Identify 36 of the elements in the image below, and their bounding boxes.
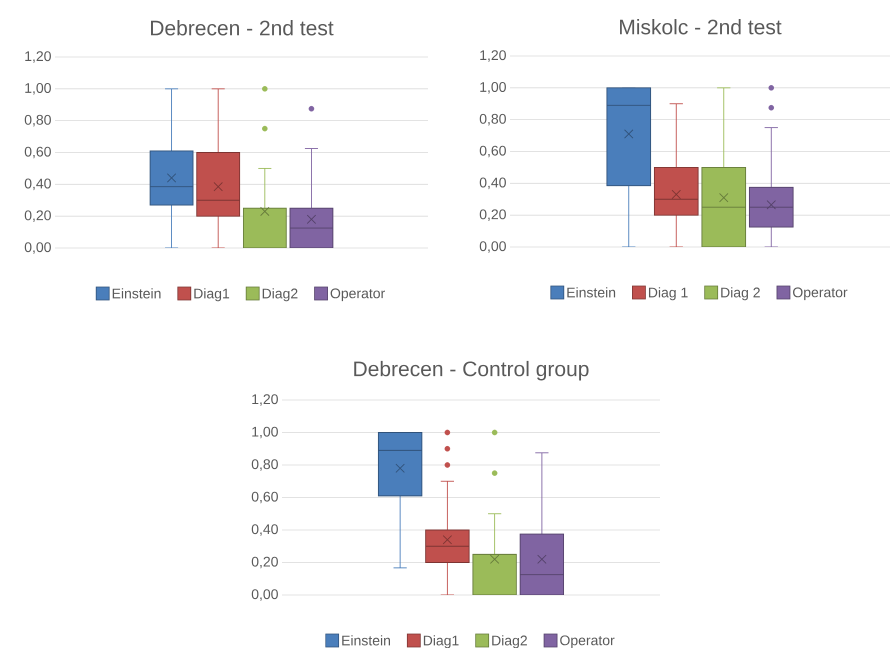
y-tick-label: 0,80 xyxy=(24,114,51,126)
legend-label: Operator xyxy=(330,288,385,302)
legend-label: Diag1 xyxy=(424,635,459,648)
chart-title: Miskolc - 2nd test xyxy=(620,19,782,34)
legend-label: Diag1 xyxy=(194,288,230,302)
y-tick-label: 0,80 xyxy=(480,114,506,126)
y-tick-label: 1,20 xyxy=(25,51,51,63)
legend-label: Diag2 xyxy=(492,635,527,648)
y-tick-label: 0,60 xyxy=(252,492,278,504)
legend-label: Operator xyxy=(560,635,614,648)
legend-label: Diag 2 xyxy=(721,287,760,300)
y-tick-label: 0,80 xyxy=(252,459,278,471)
y-tick-label: 0,40 xyxy=(252,524,278,536)
y-tick-label: 1,20 xyxy=(480,50,506,62)
legend-label: Diag2 xyxy=(262,288,298,302)
y-tick-label: 0,20 xyxy=(480,209,506,221)
y-tick-label: 0,60 xyxy=(480,146,506,158)
y-tick-label: 1,00 xyxy=(480,82,506,94)
y-tick-label: 1,00 xyxy=(252,426,278,438)
legend-label: Einstein xyxy=(567,287,616,298)
y-tick-label: 0,00 xyxy=(480,241,506,253)
chart-title: Debrecen - Control group xyxy=(354,360,589,380)
y-tick-label: 0,00 xyxy=(252,589,278,601)
y-tick-label: 0,20 xyxy=(24,210,51,222)
legend-label: Diag 1 xyxy=(648,287,688,300)
chart-title: Debrecen - 2nd test xyxy=(151,20,334,36)
y-tick-label: 1,20 xyxy=(252,394,278,406)
y-tick-label: 0,00 xyxy=(24,242,51,254)
legend-label: Einstein xyxy=(342,635,390,646)
y-tick-label: 0,20 xyxy=(252,556,278,568)
y-tick-label: 0,40 xyxy=(24,178,51,190)
legend-label: Operator xyxy=(793,287,848,300)
y-tick-label: 0,60 xyxy=(24,146,51,158)
y-tick-label: 1,00 xyxy=(25,83,51,95)
y-tick-label: 0,40 xyxy=(480,178,506,190)
legend-label: Einstein xyxy=(112,288,160,298)
